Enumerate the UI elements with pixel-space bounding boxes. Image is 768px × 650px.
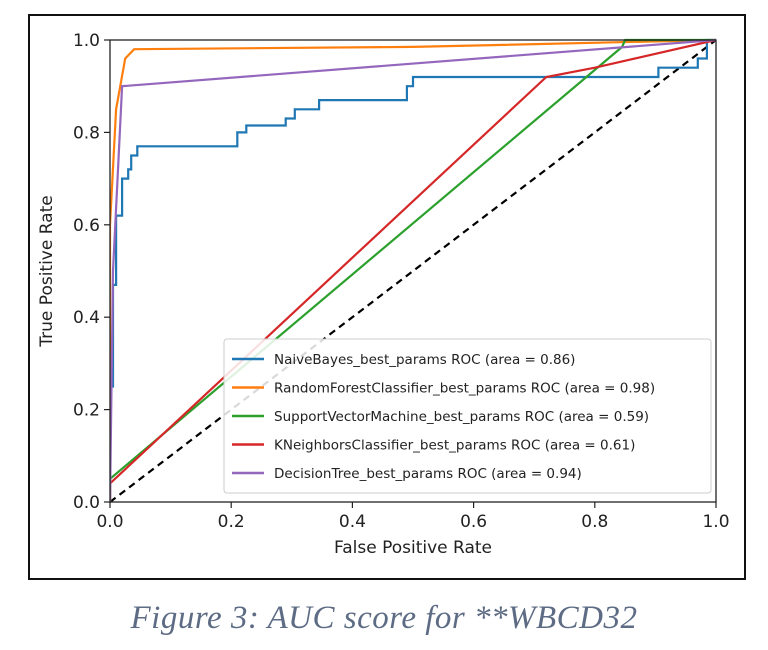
y-tick-label: 0.2 [73, 401, 100, 421]
legend-entry-0: NaiveBayes_best_params ROC (area = 0.86) [274, 352, 575, 368]
x-tick-label: 0.8 [581, 512, 608, 532]
series-line-3 [110, 38, 716, 502]
y-axis-label: True Positive Rate [37, 195, 57, 347]
series-line-1 [110, 38, 716, 502]
legend-entry-4: DecisionTree_best_params ROC (area = 0.9… [274, 466, 582, 482]
y-tick-label: 1.0 [73, 31, 100, 51]
legend-entry-1: RandomForestClassifier_best_params ROC (… [274, 381, 655, 397]
chart-frame: 0.0 0.2 0.4 0.6 0.8 1.0 0.0 0.2 0.4 0.6 0.8 1.0 Fals… [28, 14, 746, 580]
x-tick-label: 0.6 [460, 512, 487, 532]
x-tick-label: 1.0 [702, 512, 729, 532]
series-line-4 [110, 38, 716, 503]
y-tick-label: 0.0 [73, 493, 100, 513]
y-tick-label: 0.6 [73, 216, 100, 236]
legend-box [223, 338, 712, 494]
y-tick-label: 0.4 [73, 308, 100, 328]
plot-area-border [109, 39, 717, 503]
series-line-0 [110, 38, 716, 502]
y-tick-label: 0.8 [73, 123, 100, 143]
legend-entry-2: SupportVectorMachine_best_params ROC (ar… [274, 409, 649, 425]
x-tick-label: 0.4 [339, 512, 366, 532]
x-axis-label: False Positive Rate [334, 538, 492, 558]
x-tick-label: 0.0 [96, 512, 123, 532]
roc-chart: 0.0 0.2 0.4 0.6 0.8 1.0 0.0 0.2 0.4 0.6 0.8 1.0 Fals… [37, 31, 730, 558]
legend-entry-3: KNeighborsClassifier_best_params ROC (ar… [274, 438, 635, 454]
figure-caption: Figure 3: AUC score for **WBCD32 [130, 600, 638, 636]
x-tick-label: 0.2 [218, 512, 245, 532]
